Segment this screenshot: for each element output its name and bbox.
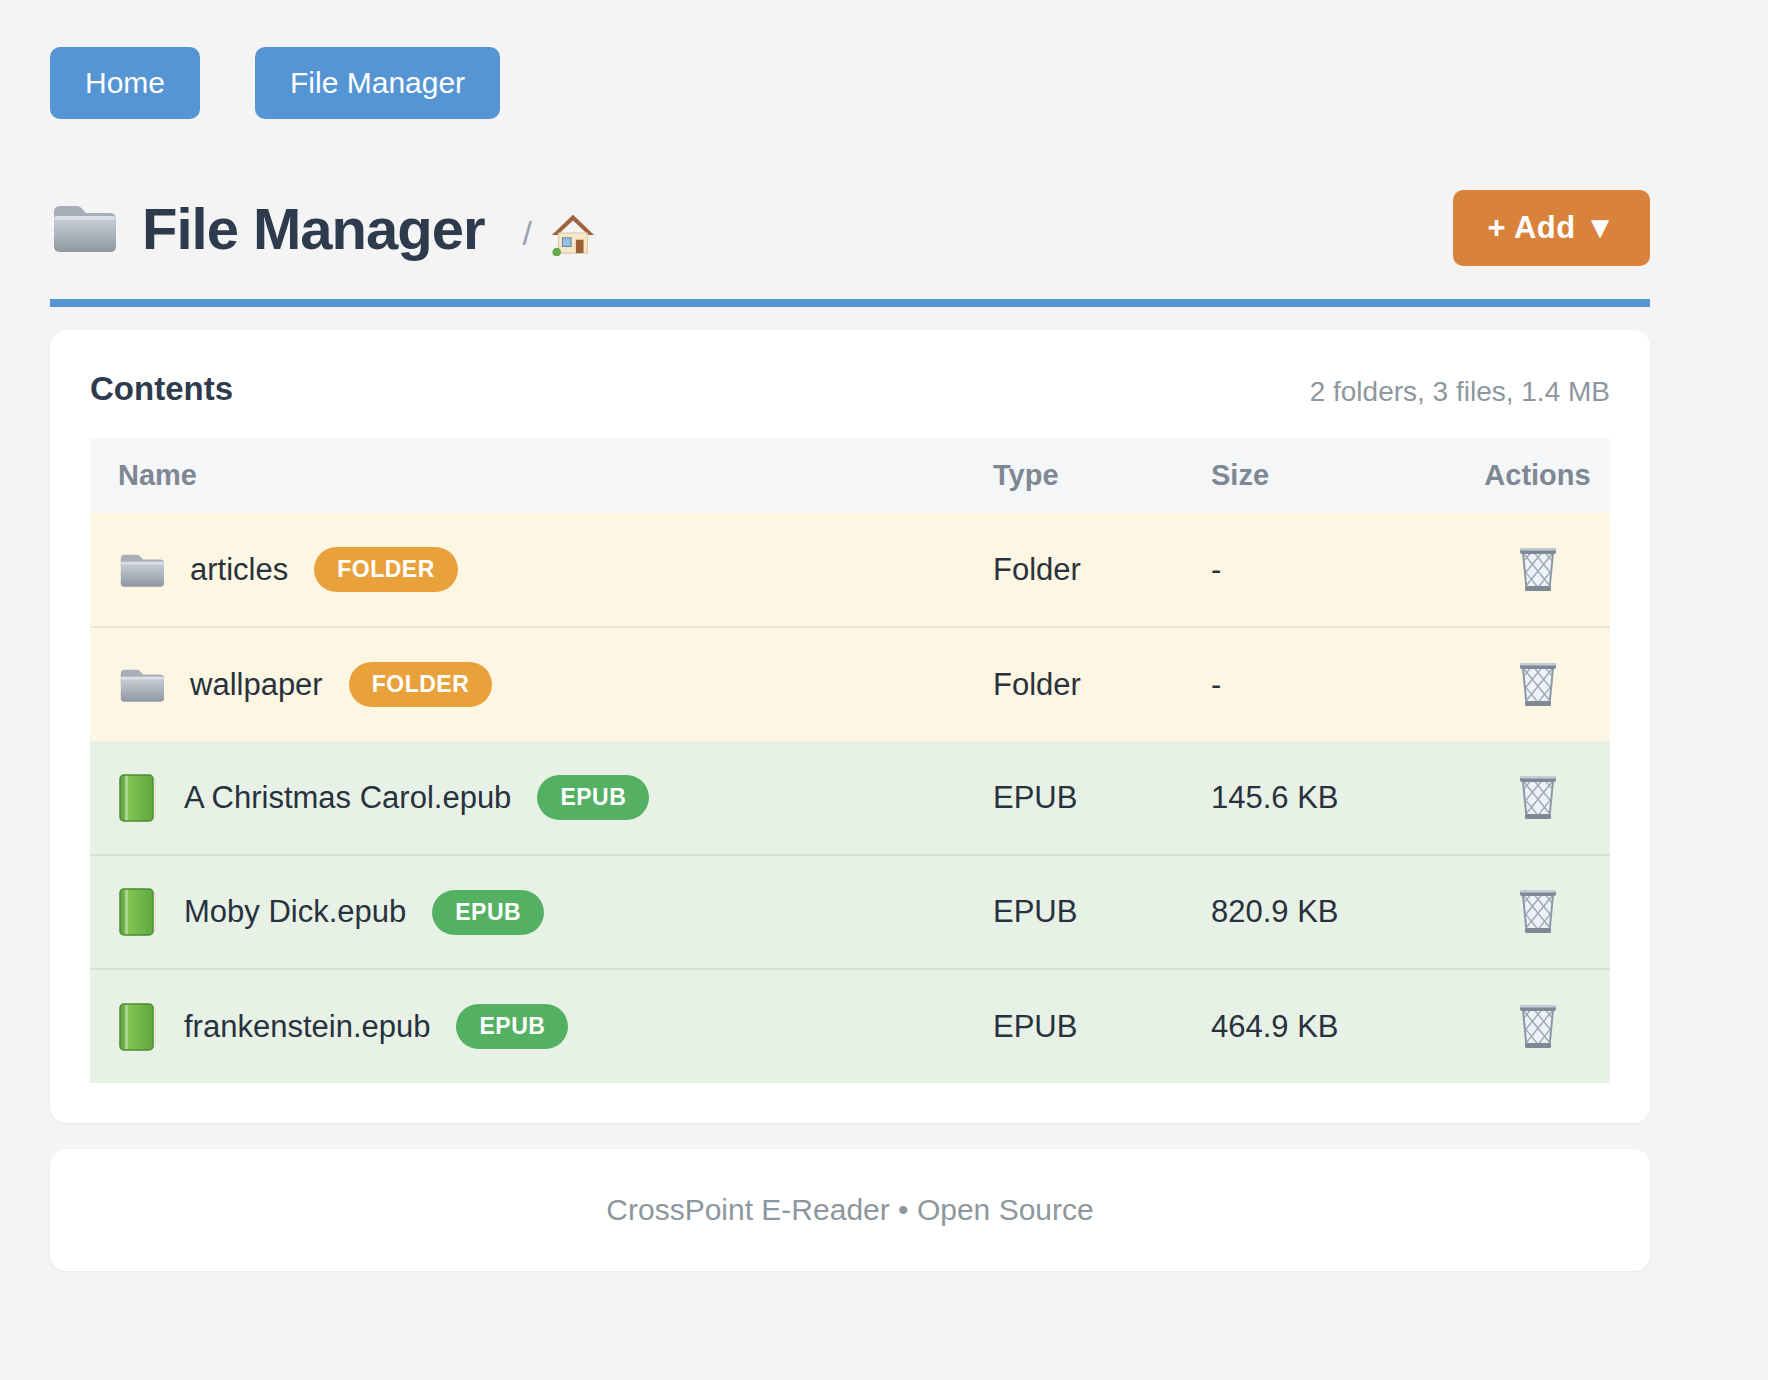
table-row[interactable]: articles FOLDER Folder - <box>90 513 1610 627</box>
table-row[interactable]: frankenstein.epub EPUB EPUB 464.9 KB <box>90 969 1610 1083</box>
size-cell: - <box>1183 627 1465 741</box>
file-manager-page: Home File Manager File Manager / + Add ▼ <box>50 47 1650 1271</box>
size-cell: - <box>1183 513 1465 627</box>
add-button[interactable]: + Add ▼ <box>1453 190 1650 266</box>
page-title: File Manager <box>142 195 485 262</box>
folder-icon <box>118 665 164 705</box>
file-name: A Christmas Carol.epub <box>184 780 511 816</box>
contents-card: Contents 2 folders, 3 files, 1.4 MB Name… <box>50 330 1650 1123</box>
type-badge: FOLDER <box>349 662 493 707</box>
file-name: Moby Dick.epub <box>184 894 406 930</box>
column-header-actions: Actions <box>1465 438 1610 513</box>
table-header-row: Name Type Size Actions <box>90 438 1610 513</box>
type-cell: EPUB <box>965 855 1183 969</box>
trash-icon <box>1515 884 1561 936</box>
nav-file-manager-button[interactable]: File Manager <box>255 47 500 119</box>
type-badge: EPUB <box>537 775 649 820</box>
folder-icon <box>50 200 116 256</box>
trash-icon <box>1515 657 1561 709</box>
breadcrumb-separator: / <box>523 214 532 253</box>
trash-icon <box>1515 770 1561 822</box>
type-cell: EPUB <box>965 741 1183 855</box>
type-cell: Folder <box>965 513 1183 627</box>
type-badge: EPUB <box>432 890 544 935</box>
size-cell: 820.9 KB <box>1183 855 1465 969</box>
delete-button[interactable] <box>1511 995 1565 1058</box>
delete-button[interactable] <box>1511 538 1565 601</box>
book-icon <box>118 1003 158 1051</box>
book-icon <box>118 774 158 822</box>
type-badge: EPUB <box>456 1004 568 1049</box>
breadcrumb: Home File Manager <box>50 47 1650 119</box>
type-cell: Folder <box>965 627 1183 741</box>
card-title: Contents <box>90 370 233 408</box>
delete-button[interactable] <box>1511 880 1565 943</box>
size-cell: 464.9 KB <box>1183 969 1465 1083</box>
footer: CrossPoint E-Reader • Open Source <box>50 1149 1650 1271</box>
file-name: wallpaper <box>190 667 323 703</box>
table-row[interactable]: A Christmas Carol.epub EPUB EPUB 145.6 K… <box>90 741 1610 855</box>
table-body: articles FOLDER Folder - <box>90 513 1610 1083</box>
size-cell: 145.6 KB <box>1183 741 1465 855</box>
footer-text: CrossPoint E-Reader • Open Source <box>606 1193 1093 1227</box>
contents-summary: 2 folders, 3 files, 1.4 MB <box>1310 376 1610 408</box>
delete-button[interactable] <box>1511 653 1565 716</box>
column-header-size: Size <box>1183 438 1465 513</box>
folder-icon <box>118 550 164 590</box>
title-divider <box>50 299 1650 307</box>
trash-icon <box>1515 542 1561 594</box>
table-row[interactable]: wallpaper FOLDER Folder - <box>90 627 1610 741</box>
nav-home-button[interactable]: Home <box>50 47 200 119</box>
type-badge: FOLDER <box>314 547 458 592</box>
table-row[interactable]: Moby Dick.epub EPUB EPUB 820.9 KB <box>90 855 1610 969</box>
trash-icon <box>1515 999 1561 1051</box>
house-icon[interactable] <box>550 210 596 256</box>
delete-button[interactable] <box>1511 766 1565 829</box>
column-header-type: Type <box>965 438 1183 513</box>
file-name: frankenstein.epub <box>184 1009 430 1045</box>
column-header-name: Name <box>90 438 965 513</box>
page-header: File Manager / + Add ▼ <box>50 190 1650 266</box>
book-icon <box>118 888 158 936</box>
file-table: Name Type Size Actions <box>90 438 1610 1083</box>
file-name: articles <box>190 552 288 588</box>
type-cell: EPUB <box>965 969 1183 1083</box>
